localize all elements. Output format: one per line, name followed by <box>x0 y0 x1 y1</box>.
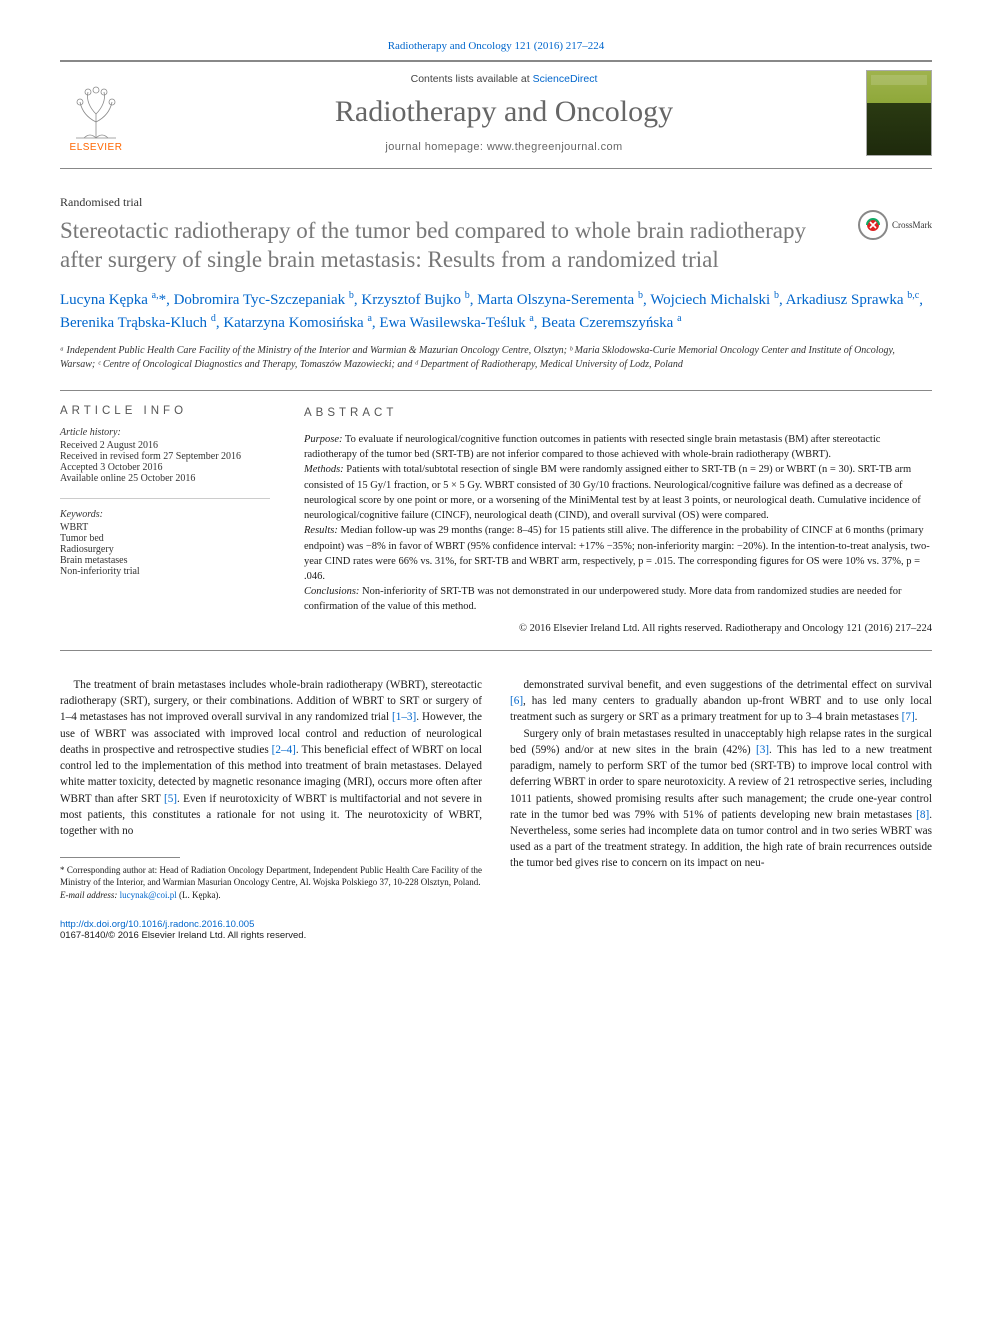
publisher-logo[interactable]: ELSEVIER <box>60 73 132 153</box>
keyword: Brain metastases <box>60 555 270 566</box>
article-type: Randomised trial <box>60 195 142 210</box>
abstract-column: ABSTRACT Purpose: To evaluate if neurolo… <box>286 391 932 650</box>
history-label: Article history: <box>60 427 270 438</box>
email-label: E-mail address: <box>60 890 117 900</box>
corr-email-who: (L. Kępka). <box>177 890 221 900</box>
doi-block: http://dx.doi.org/10.1016/j.radonc.2016.… <box>60 919 932 941</box>
conclusions-text: Non-inferiority of SRT-TB was not demons… <box>304 586 902 612</box>
corr-label: * Corresponding author at: <box>60 865 157 875</box>
results-label: Results: <box>304 525 338 536</box>
contents-lists-line: Contents lists available at ScienceDirec… <box>142 73 866 85</box>
page: Radiotherapy and Oncology 121 (2016) 217… <box>0 0 992 981</box>
body-paragraph: The treatment of brain metastases includ… <box>60 677 482 839</box>
keyword: WBRT <box>60 522 270 533</box>
abstract-results: Results: Median follow-up was 29 months … <box>304 523 932 584</box>
corresponding-author-footnote: * Corresponding author at: Head of Radia… <box>60 864 482 900</box>
homepage-url[interactable]: www.thegreenjournal.com <box>487 141 623 153</box>
corr-email-link[interactable]: lucynak@coi.pl <box>117 890 176 900</box>
history-online: Available online 25 October 2016 <box>60 473 270 484</box>
citation-ref[interactable]: [6] <box>510 695 523 707</box>
masthead-center: Contents lists available at ScienceDirec… <box>142 73 866 153</box>
purpose-text: To evaluate if neurological/cognitive fu… <box>304 434 880 460</box>
issn-copyright-line: 0167-8140/© 2016 Elsevier Ireland Ltd. A… <box>60 930 306 941</box>
authors-list: Lucyna Kępka a,*, Dobromira Tyc-Szczepan… <box>60 289 932 335</box>
crossmark-badge[interactable]: CrossMark <box>858 210 932 240</box>
history-received: Received 2 August 2016 <box>60 440 270 451</box>
abstract-copyright: © 2016 Elsevier Ireland Ltd. All rights … <box>304 621 932 636</box>
citation-ref[interactable]: [3] <box>756 744 769 756</box>
elsevier-tree-icon <box>66 84 126 140</box>
history-revised: Received in revised form 27 September 20… <box>60 451 270 462</box>
article-info-heading: ARTICLE INFO <box>60 405 270 417</box>
history-accepted: Accepted 3 October 2016 <box>60 462 270 473</box>
citation-ref[interactable]: [7] <box>902 711 915 723</box>
journal-name: Radiotherapy and Oncology <box>142 95 866 129</box>
results-text: Median follow-up was 29 months (range: 8… <box>304 525 930 582</box>
citation-ref[interactable]: [2–4] <box>272 744 296 756</box>
info-abstract-row: ARTICLE INFO Article history: Received 2… <box>60 390 932 651</box>
methods-label: Methods: <box>304 464 344 475</box>
abstract-conclusions: Conclusions: Non-inferiority of SRT-TB w… <box>304 584 932 614</box>
keyword: Non-inferiority trial <box>60 566 270 577</box>
journal-cover-thumbnail[interactable] <box>866 70 932 156</box>
citation-ref[interactable]: [8] <box>916 809 929 821</box>
abstract-heading: ABSTRACT <box>304 405 932 422</box>
sciencedirect-link[interactable]: ScienceDirect <box>533 73 598 85</box>
citation-link[interactable]: Radiotherapy and Oncology 121 (2016) 217… <box>388 40 605 52</box>
affiliations: ᵃ Independent Public Health Care Facilit… <box>60 344 932 372</box>
footnote-rule <box>60 857 180 858</box>
article-meta-row: Randomised trial <box>60 195 932 210</box>
journal-homepage-line: journal homepage: www.thegreenjournal.co… <box>142 141 866 153</box>
masthead: ELSEVIER Contents lists available at Sci… <box>60 62 932 169</box>
article-title: Stereotactic radiotherapy of the tumor b… <box>60 216 830 275</box>
contents-prefix: Contents lists available at <box>411 73 533 85</box>
publisher-logo-text: ELSEVIER <box>70 142 123 153</box>
article-info-column: ARTICLE INFO Article history: Received 2… <box>60 391 286 650</box>
conclusions-label: Conclusions: <box>304 586 359 597</box>
abstract-purpose: Purpose: To evaluate if neurological/cog… <box>304 432 932 462</box>
crossmark-icon <box>858 210 888 240</box>
crossmark-label: CrossMark <box>892 220 932 230</box>
purpose-label: Purpose: <box>304 434 343 445</box>
body-paragraph: demonstrated survival benefit, and even … <box>510 677 932 726</box>
keyword: Tumor bed <box>60 533 270 544</box>
citation-ref[interactable]: [5] <box>164 793 177 805</box>
keyword: Radiosurgery <box>60 544 270 555</box>
citation-ref[interactable]: [1–3] <box>392 711 416 723</box>
abstract-methods: Methods: Patients with total/subtotal re… <box>304 462 932 523</box>
homepage-prefix: journal homepage: <box>385 141 486 153</box>
doi-link[interactable]: http://dx.doi.org/10.1016/j.radonc.2016.… <box>60 919 254 930</box>
top-citation: Radiotherapy and Oncology 121 (2016) 217… <box>60 40 932 52</box>
body-text: The treatment of brain metastases includ… <box>60 677 932 901</box>
keywords-label: Keywords: <box>60 498 270 520</box>
methods-text: Patients with total/subtotal resection o… <box>304 464 921 521</box>
body-paragraph: Surgery only of brain metastases resulte… <box>510 726 932 872</box>
